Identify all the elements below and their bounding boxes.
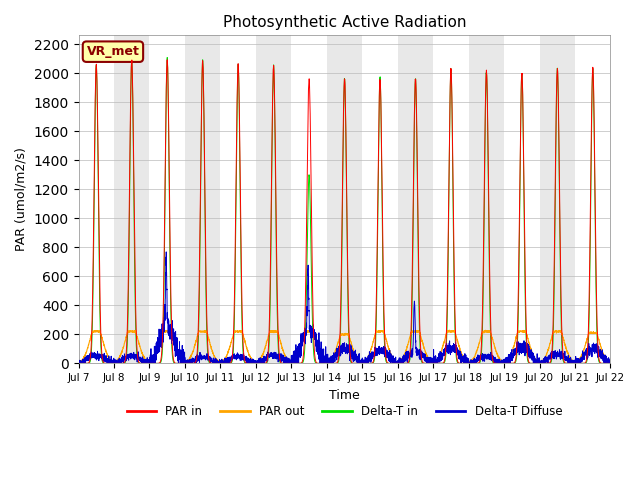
Bar xyxy=(575,36,611,363)
Bar xyxy=(397,36,433,363)
Bar xyxy=(433,36,468,363)
Bar xyxy=(256,36,291,363)
Bar xyxy=(291,36,327,363)
Title: Photosynthetic Active Radiation: Photosynthetic Active Radiation xyxy=(223,15,466,30)
Bar xyxy=(185,36,220,363)
Bar xyxy=(150,36,185,363)
Bar xyxy=(79,36,114,363)
Bar xyxy=(540,36,575,363)
Text: VR_met: VR_met xyxy=(86,45,140,58)
Bar xyxy=(468,36,504,363)
Bar xyxy=(611,36,640,363)
Bar xyxy=(220,36,256,363)
Bar xyxy=(114,36,150,363)
Y-axis label: PAR (umol/m2/s): PAR (umol/m2/s) xyxy=(15,147,28,252)
Bar xyxy=(504,36,540,363)
Bar xyxy=(327,36,362,363)
X-axis label: Time: Time xyxy=(329,389,360,402)
Legend: PAR in, PAR out, Delta-T in, Delta-T Diffuse: PAR in, PAR out, Delta-T in, Delta-T Dif… xyxy=(122,401,567,423)
Bar xyxy=(362,36,397,363)
